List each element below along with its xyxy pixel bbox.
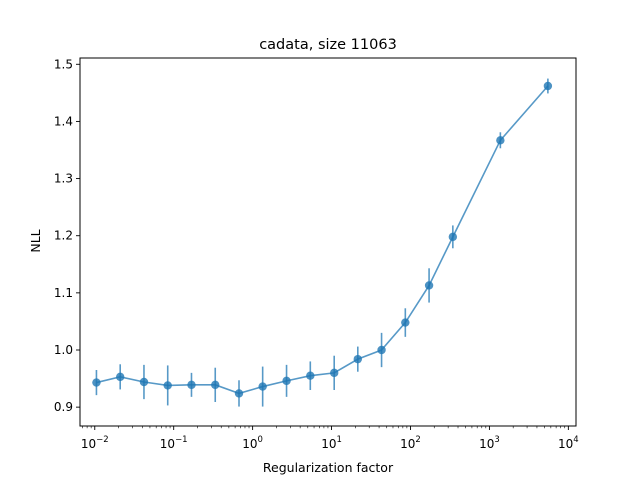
data-point <box>377 345 386 355</box>
y-tick-label: 1.3 <box>54 172 73 186</box>
data-point <box>282 376 291 386</box>
axes-frame <box>79 57 577 427</box>
data-point <box>353 354 362 364</box>
data-point <box>115 372 125 382</box>
data-point <box>139 377 149 387</box>
data-point <box>448 232 458 242</box>
y-tick-label: 1.4 <box>54 114 73 128</box>
data-point <box>543 81 553 91</box>
y-tick-label: 0.9 <box>54 400 73 414</box>
x-tick-label: 104 <box>558 435 579 451</box>
x-tick-label: 10−2 <box>81 435 109 451</box>
x-tick-label: 103 <box>479 435 500 451</box>
data-point <box>424 281 434 290</box>
data-point <box>306 371 315 380</box>
y-tick-label: 1.2 <box>54 229 73 243</box>
x-tick-label: 102 <box>400 435 421 451</box>
data-point <box>401 318 410 327</box>
data-point <box>163 381 172 390</box>
x-axis-label: Regularization factor <box>263 460 394 475</box>
x-tick-label: 10−1 <box>160 435 188 451</box>
series-line <box>96 85 549 395</box>
data-point <box>211 380 220 390</box>
data-point <box>329 368 339 378</box>
data-point <box>187 380 196 390</box>
x-tick-label: 100 <box>242 435 263 451</box>
plot-area: 10−2 10−1 100 101 102 103 104 0.9 1.0 1.1 1.2 1.3 1.… <box>54 57 579 451</box>
x-tick-label: 101 <box>321 435 342 451</box>
chart-title: cadata, size 11063 <box>259 37 397 53</box>
data-point <box>234 389 244 398</box>
data-point <box>496 136 505 145</box>
y-axis-label: NLL <box>28 229 43 252</box>
data-point <box>258 382 267 391</box>
y-tick-label: 1.1 <box>54 286 73 300</box>
data-point <box>92 378 101 387</box>
y-tick-label: 1.5 <box>54 57 73 71</box>
y-tick-label: 1.0 <box>54 343 73 357</box>
